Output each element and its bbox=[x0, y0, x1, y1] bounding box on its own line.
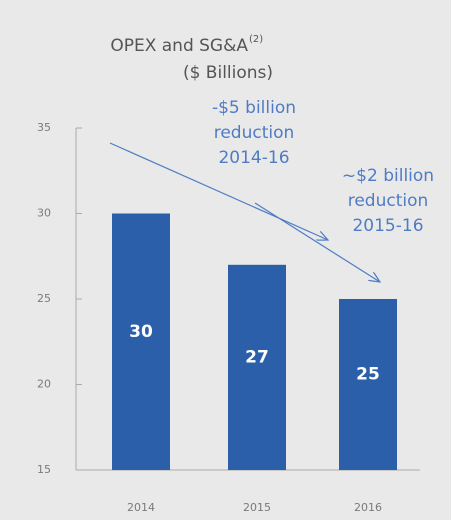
value-label: 27 bbox=[245, 347, 269, 367]
value-label: 25 bbox=[356, 365, 380, 385]
y-tick-label: 30 bbox=[37, 207, 51, 220]
y-tick-label: 15 bbox=[37, 463, 51, 476]
x-tick-label: 2014 bbox=[127, 501, 155, 514]
y-tick-label: 20 bbox=[37, 378, 51, 391]
value-label: 30 bbox=[129, 322, 153, 342]
chart-subtitle: ($ Billions) bbox=[183, 63, 273, 83]
title-note: (2) bbox=[249, 34, 263, 45]
arrow bbox=[109, 142, 328, 240]
bar bbox=[228, 264, 286, 470]
annotation: 2014-16 bbox=[218, 148, 289, 168]
chart-title: OPEX and SG&A bbox=[110, 36, 248, 56]
annotation: reduction bbox=[348, 191, 429, 211]
y-tick-label: 35 bbox=[37, 121, 51, 134]
bar bbox=[112, 213, 170, 470]
annotation: ~$2 billion bbox=[342, 166, 434, 186]
bar bbox=[339, 299, 397, 470]
annotation: 2015-16 bbox=[352, 216, 423, 236]
arrow bbox=[254, 202, 380, 282]
y-tick-label: 25 bbox=[37, 292, 51, 305]
annotation: -$5 billion bbox=[212, 98, 296, 118]
x-tick-label: 2015 bbox=[243, 501, 271, 514]
annotation: reduction bbox=[214, 123, 295, 143]
x-tick-label: 2016 bbox=[354, 501, 382, 514]
